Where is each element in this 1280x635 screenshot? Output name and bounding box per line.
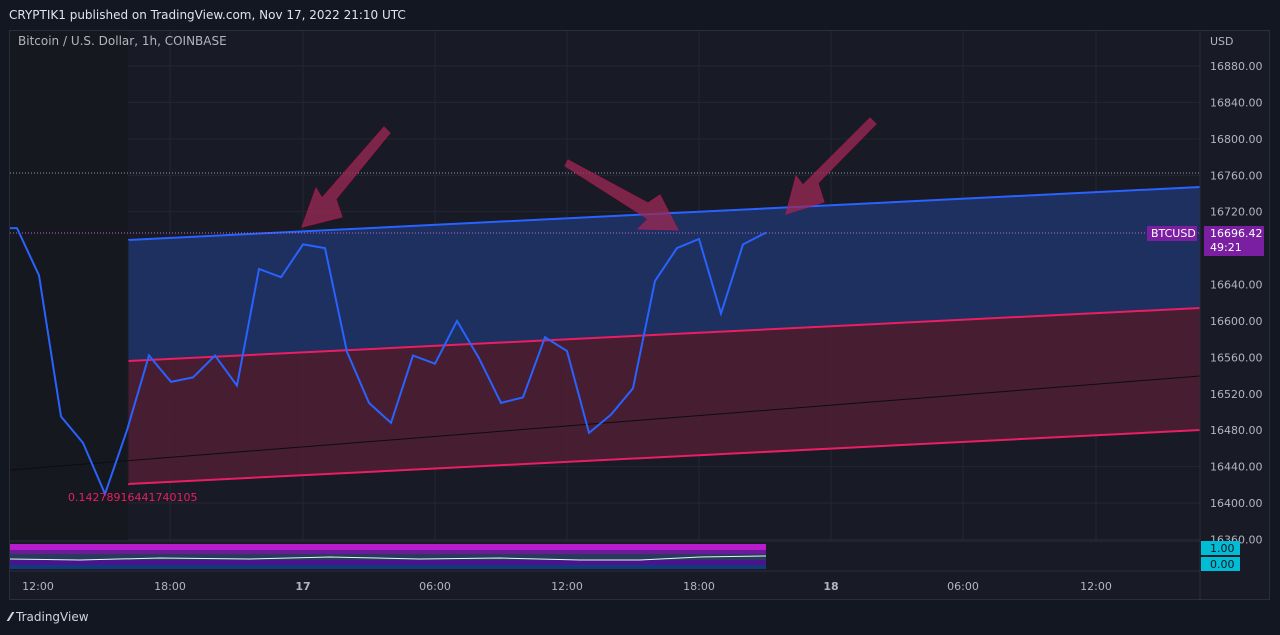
indicator-bottom-label: 0.00	[1210, 558, 1235, 571]
indicator-bottom-label-bg	[1201, 557, 1240, 571]
price-tick-label: 16560.00	[1210, 351, 1263, 364]
lower-channel-line[interactable]	[127, 429, 1201, 485]
time-tick-label: 18:00	[683, 580, 715, 593]
time-tick-label: 12:00	[22, 580, 54, 593]
last-price-value: 16696.42	[1210, 227, 1263, 240]
arrow-1	[301, 126, 391, 228]
indicator-top-label-bg	[1201, 541, 1240, 555]
time-tick-label: 12:00	[1080, 580, 1112, 593]
symbol-title[interactable]: Bitcoin / U.S. Dollar, 1h, COINBASE	[18, 34, 227, 48]
arrow-2	[564, 159, 679, 231]
price-tick-label: 16480.00	[1210, 424, 1263, 437]
bar-countdown: 49:21	[1210, 241, 1242, 254]
currency-label: USD	[1210, 35, 1234, 48]
ticker-label: BTCUSD	[1151, 227, 1196, 240]
price-tick-label: 16400.00	[1210, 497, 1263, 510]
middle-channel-line[interactable]	[127, 307, 1201, 362]
price-series-line[interactable]	[10, 227, 766, 497]
indicator-pane[interactable]	[9, 540, 1200, 572]
fib-annotation: 0.14278916441740105	[68, 491, 197, 504]
brand-name: TradingView	[16, 610, 89, 624]
time-tick-label: 17	[295, 580, 310, 593]
footer-bar	[0, 601, 1280, 635]
time-tick-label: 18	[823, 580, 838, 593]
header-bar: CRYPTIK1 published on TradingView.com, N…	[0, 0, 1280, 30]
price-tick-label: 16640.00	[1210, 279, 1263, 292]
brand[interactable]: ⁄⁄ TradingView	[9, 610, 89, 624]
price-tick-label: 16800.00	[1210, 133, 1263, 146]
indicator-line	[9, 555, 767, 561]
upper-channel-fill	[128, 187, 1200, 361]
price-tick-label: 16600.00	[1210, 315, 1263, 328]
time-tick-label: 18:00	[154, 580, 186, 593]
pre-channel-region	[10, 31, 128, 541]
published-text: CRYPTIK1 published on TradingView.com, N…	[9, 8, 406, 22]
indicator-top-label: 1.00	[1210, 542, 1235, 555]
time-tick-label: 06:00	[947, 580, 979, 593]
price-tick-label: 16720.00	[1210, 206, 1263, 219]
price-tag: BTCUSD 16696.42 49:21	[1147, 226, 1264, 256]
price-tick-label: 16840.00	[1210, 96, 1263, 109]
tradingview-logo-icon: ⁄⁄	[9, 610, 12, 624]
time-tick-label: 06:00	[419, 580, 451, 593]
price-tick-label: 16880.00	[1210, 60, 1263, 73]
price-axis[interactable]: 16880.00 16840.00 16800.00 16760.00 16720.00…	[1210, 60, 1263, 546]
time-tick-label: 12:00	[551, 580, 583, 593]
arrow-3	[785, 117, 877, 215]
arrows	[301, 117, 877, 231]
time-axis[interactable]: 12:00 18:00 17 06:00 12:00 18:00 18 06:00 12:00	[22, 580, 1112, 593]
regression-line	[9, 375, 1201, 471]
price-tick-label: 16440.00	[1210, 461, 1263, 474]
price-tick-label: 16520.00	[1210, 388, 1263, 401]
price-tick-label: 16760.00	[1210, 169, 1263, 182]
